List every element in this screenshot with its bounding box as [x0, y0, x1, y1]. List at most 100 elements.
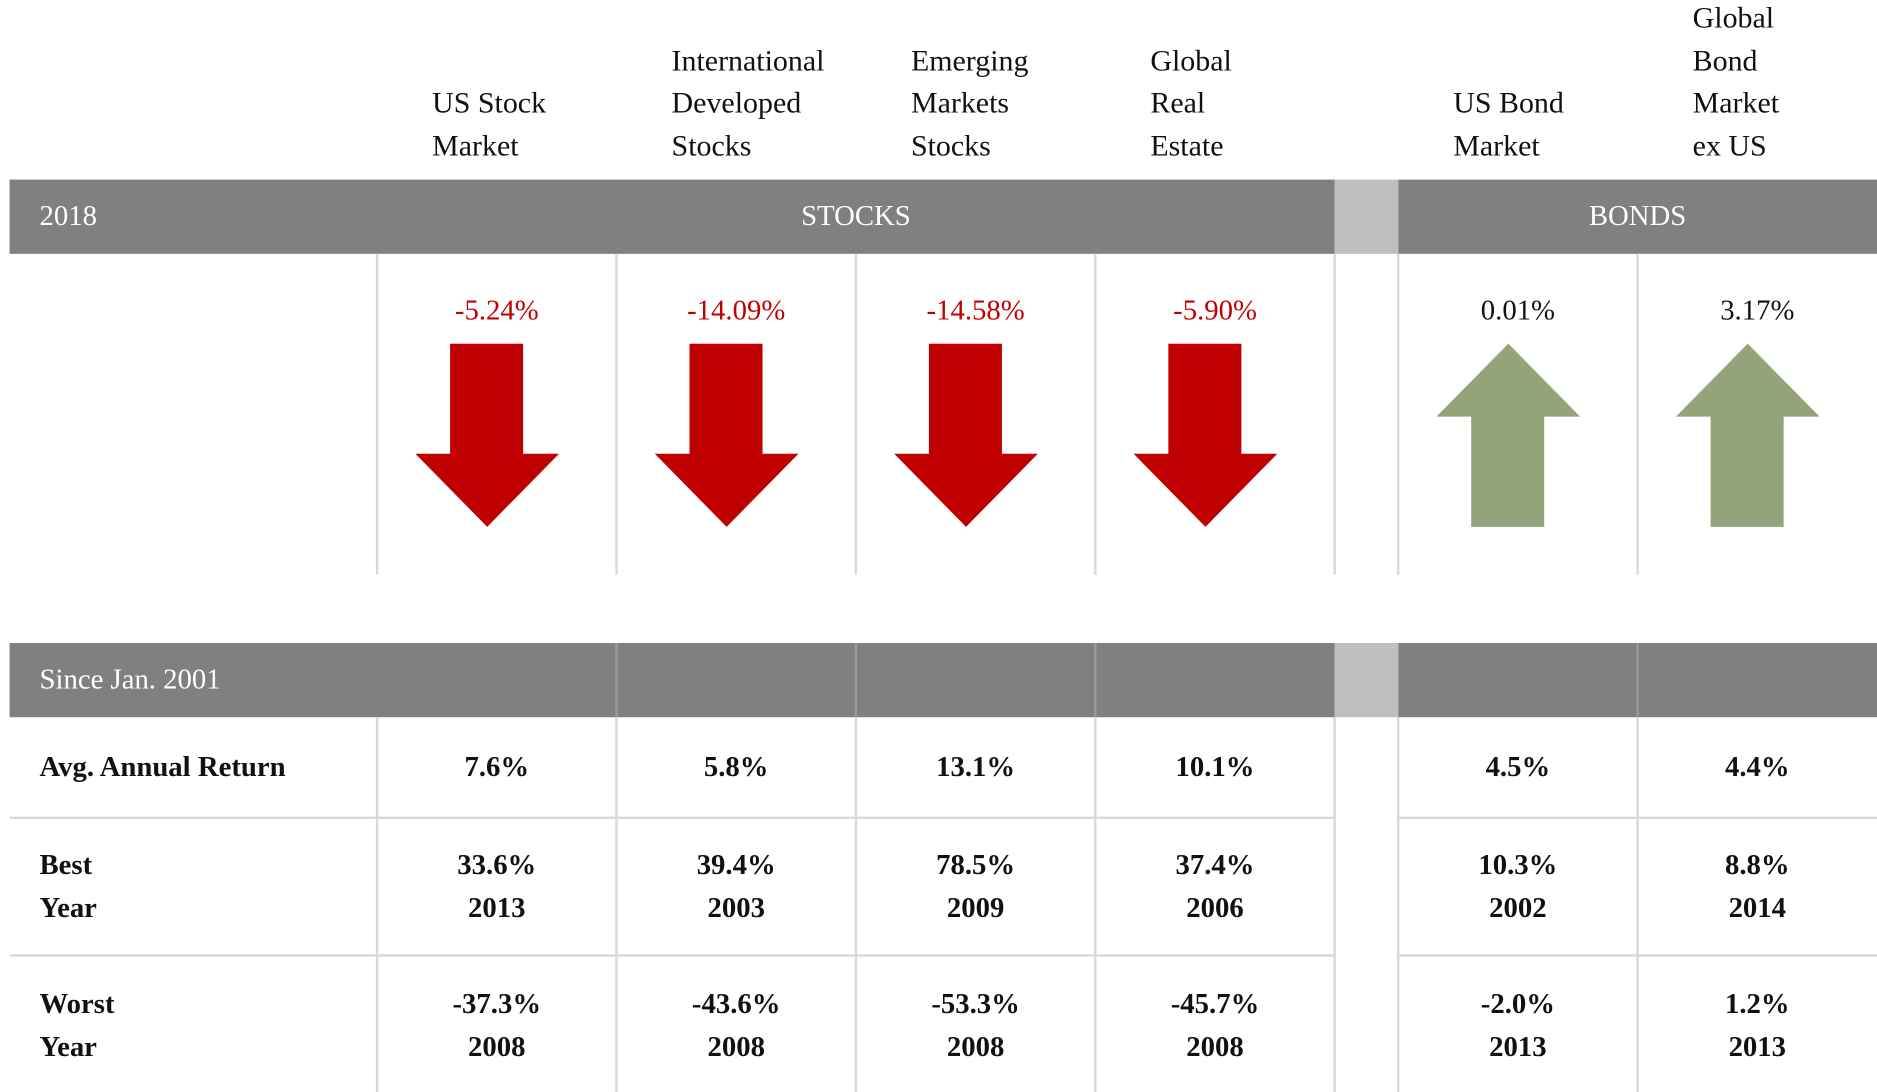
table-cell: 2006: [1186, 893, 1244, 925]
return-value: 3.17%: [1720, 295, 1795, 327]
header-bar: [1398, 179, 1877, 254]
column-header: Stocks: [671, 129, 752, 163]
divider: [854, 253, 858, 575]
table-cell: 13.1%: [936, 751, 1016, 784]
table-cell: 2014: [1728, 893, 1787, 925]
table-cell: 2008: [946, 1032, 1005, 1064]
divider: [1333, 253, 1336, 575]
table-cell: 2013: [1489, 1032, 1547, 1064]
column-header: Estate: [1150, 129, 1224, 163]
table-cell: 37.4%: [1175, 850, 1255, 882]
column-header: Market: [432, 129, 519, 163]
header-bar: [9, 179, 1335, 254]
divider: [1094, 642, 1097, 718]
column-header: Real: [1150, 87, 1206, 120]
arrow-shape: [654, 343, 799, 527]
arrow-up: [1436, 343, 1581, 527]
divider: [1094, 253, 1097, 575]
table-cell: 2008: [707, 1032, 765, 1064]
row-divider: [9, 816, 1335, 820]
divider: [1636, 642, 1639, 718]
arrow-shape: [1675, 343, 1820, 527]
arrow-down: [654, 343, 799, 527]
divider: [854, 717, 858, 1092]
table-cell: 4.5%: [1485, 751, 1551, 784]
section-label: Since Jan. 2001: [39, 664, 221, 696]
row-label: Year: [39, 893, 97, 925]
divider: [375, 253, 379, 575]
table-cell: 39.4%: [696, 850, 776, 882]
section-label: 2018: [39, 201, 97, 233]
divider: [1636, 717, 1639, 1092]
table-cell: 78.5%: [936, 850, 1016, 882]
column-header: US Bond: [1453, 87, 1564, 120]
row-label: Best: [39, 850, 93, 882]
return-value: -5.24%: [454, 295, 539, 327]
table-cell: -37.3%: [452, 989, 542, 1021]
table-cell: 10.3%: [1478, 850, 1558, 882]
return-value: -14.58%: [926, 295, 1025, 327]
group-label: STOCKS: [801, 201, 911, 233]
table-cell: 2013: [468, 893, 526, 925]
row-divider: [1398, 816, 1877, 820]
gap-bar: [1334, 179, 1399, 254]
column-header: Emerging: [910, 44, 1029, 78]
row-label: Year: [39, 1032, 97, 1064]
table-cell: 1.2%: [1724, 989, 1790, 1021]
divider: [1333, 717, 1336, 1092]
column-header: Global: [1150, 44, 1232, 78]
divider: [375, 717, 379, 1092]
column-header: ex US: [1692, 129, 1767, 163]
table-cell: 8.8%: [1724, 850, 1790, 882]
divider: [1094, 717, 1097, 1092]
table-cell: 2013: [1728, 1032, 1787, 1064]
column-header: Market: [1692, 87, 1780, 120]
table-cell: 2002: [1489, 893, 1547, 925]
group-label: BONDS: [1588, 201, 1687, 233]
column-header: International: [671, 44, 825, 78]
divider: [854, 642, 858, 718]
column-header: Stocks: [910, 129, 991, 163]
table-cell: 2008: [1186, 1032, 1244, 1064]
return-value: 0.01%: [1480, 295, 1555, 327]
divider: [615, 642, 618, 718]
table-cell: -43.6%: [691, 989, 781, 1021]
table-cell: -45.7%: [1170, 989, 1260, 1021]
table-cell: 10.1%: [1175, 751, 1255, 784]
arrow-shape: [1133, 343, 1278, 527]
arrow-down: [415, 343, 560, 527]
table-cell: 2003: [707, 893, 765, 925]
return-value: -14.09%: [687, 295, 786, 327]
table-cell: 4.4%: [1724, 751, 1790, 784]
row-label: Avg. Annual Return: [39, 751, 286, 784]
divider: [615, 253, 618, 575]
row-label: Worst: [39, 989, 115, 1021]
gap-bar: [1334, 642, 1399, 718]
column-header: Global: [1692, 2, 1775, 35]
column-header: Developed: [671, 87, 802, 120]
table-cell: 2008: [468, 1032, 526, 1064]
row-divider: [1398, 954, 1877, 957]
divider: [1396, 717, 1400, 1092]
table-cell: 5.8%: [703, 751, 769, 784]
column-header: Markets: [910, 87, 1010, 120]
row-divider: [9, 954, 1335, 957]
divider: [1396, 253, 1400, 575]
table-cell: 2009: [946, 893, 1005, 925]
arrow-shape: [415, 343, 560, 527]
arrow-up: [1675, 343, 1820, 527]
arrow-shape: [894, 343, 1038, 527]
table-cell: -53.3%: [931, 989, 1020, 1021]
arrow-shape: [1436, 343, 1581, 527]
table-cell: 7.6%: [464, 751, 530, 784]
table-cell: -2.0%: [1480, 989, 1555, 1021]
column-header: US Stock: [432, 87, 547, 120]
return-value: -5.90%: [1173, 295, 1257, 327]
divider: [615, 717, 618, 1092]
header-bar: [9, 642, 1335, 718]
column-header: Bond: [1692, 44, 1758, 78]
divider: [1636, 253, 1639, 575]
arrow-down: [894, 343, 1038, 527]
column-header: Market: [1453, 129, 1540, 163]
